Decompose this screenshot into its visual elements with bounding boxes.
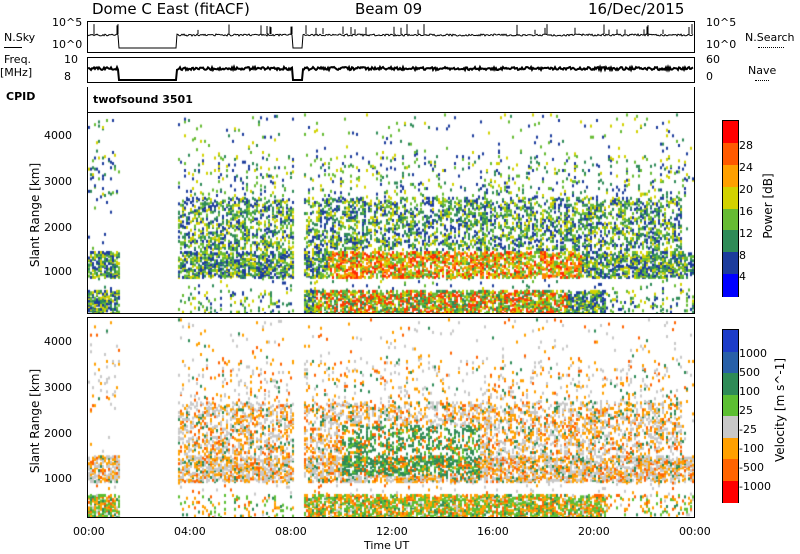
power-cb-label: Power [dB] xyxy=(761,173,775,239)
nave-label: Nave xyxy=(748,64,777,77)
freq-unit: [MHz] xyxy=(0,66,33,79)
velocity-heatmap xyxy=(88,318,694,517)
x-tick: 12:00 xyxy=(376,525,408,538)
power-cb-tick: 28 xyxy=(739,139,753,152)
date-label: 16/Dec/2015 xyxy=(588,0,685,18)
velocity-cb-tick: 500 xyxy=(739,366,760,379)
velocity-ylabel: Slant Range [km] xyxy=(28,368,42,474)
nsearch-label: N.Search xyxy=(745,31,795,44)
power-heatmap xyxy=(88,113,694,313)
velocity-ytick: 4000 xyxy=(44,335,72,348)
colorbar-swatch xyxy=(723,121,738,144)
colorbar-swatch xyxy=(723,186,738,210)
colorbar-swatch xyxy=(723,252,738,275)
colorbar-swatch xyxy=(723,142,738,166)
power-colorbar xyxy=(722,120,739,297)
velocity-ytick: 3000 xyxy=(44,381,72,394)
cpid-value: twofsound 3501 xyxy=(93,93,193,106)
power-cb-tick: 20 xyxy=(739,183,753,196)
freq-label: Freq. xyxy=(4,53,32,66)
velocity-colorbar xyxy=(722,329,739,503)
power-ytick: 1000 xyxy=(44,265,72,278)
power-cb-tick: 4 xyxy=(739,270,746,283)
velocity-ytick: 1000 xyxy=(44,472,72,485)
nsky-label: N.Sky xyxy=(4,31,36,44)
colorbar-swatch xyxy=(723,416,738,439)
cpid-label: CPID xyxy=(6,90,36,103)
power-cb-tick: 16 xyxy=(739,205,753,218)
nsky-trace xyxy=(88,24,694,49)
colorbar-swatch xyxy=(723,373,738,396)
colorbar-swatch xyxy=(723,164,738,188)
x-tick: 04:00 xyxy=(174,525,206,538)
nsky-panel xyxy=(87,21,695,53)
colorbar-swatch xyxy=(723,351,738,374)
power-cb-tick: 12 xyxy=(739,227,753,240)
x-tick: 08:00 xyxy=(275,525,307,538)
colorbar-swatch xyxy=(723,437,738,460)
power-panel xyxy=(87,112,695,314)
velocity-cb-tick: 100 xyxy=(739,385,760,398)
velocity-cb-tick: 25 xyxy=(739,404,753,417)
colorbar-swatch xyxy=(723,230,738,254)
x-tick: 16:00 xyxy=(477,525,509,538)
colorbar-swatch xyxy=(723,330,738,353)
nsky-tick-top: 10^5 xyxy=(52,16,83,29)
power-ylabel: Slant Range [km] xyxy=(28,162,42,268)
colorbar-swatch xyxy=(723,394,738,417)
freq-trace xyxy=(88,64,694,81)
beam-label: Beam 09 xyxy=(355,0,423,18)
x-tick: 00:00 xyxy=(679,525,711,538)
x-tick: 20:00 xyxy=(578,525,610,538)
nsky-line xyxy=(88,33,694,49)
freq-line xyxy=(88,64,694,81)
power-cb-tick: 24 xyxy=(739,161,753,174)
x-tick: 00:00 xyxy=(73,525,105,538)
power-ytick: 4000 xyxy=(44,129,72,142)
nave-legend-line xyxy=(755,80,769,81)
velocity-cb-tick: -1000 xyxy=(739,480,771,493)
nave-tick-bottom: 0 xyxy=(706,70,713,83)
colorbar-swatch xyxy=(723,459,738,482)
freq-tick-bottom: 8 xyxy=(64,70,71,83)
freq-panel xyxy=(87,57,695,83)
freq-tick-top: 10 xyxy=(64,53,78,66)
velocity-ytick: 2000 xyxy=(44,427,72,440)
colorbar-swatch xyxy=(723,208,738,232)
plot-title: Dome C East (fitACF) xyxy=(92,0,250,18)
nsearch-legend-line xyxy=(758,47,784,48)
nsky-tick-bottom: 10^0 xyxy=(52,38,83,51)
x-axis-label: Time UT xyxy=(364,539,410,552)
velocity-cb-tick: -100 xyxy=(739,442,764,455)
colorbar-swatch xyxy=(723,480,738,503)
nsearch-tick-top: 10^5 xyxy=(706,16,737,29)
nsky-legend-line xyxy=(4,47,22,48)
power-cb-tick: 8 xyxy=(739,249,746,262)
velocity-cb-label: Velocity [m s^-1] xyxy=(773,357,787,462)
colorbar-swatch xyxy=(723,274,738,297)
velocity-cb-tick: 1000 xyxy=(739,347,767,360)
power-ytick: 2000 xyxy=(44,221,72,234)
velocity-cb-tick: -25 xyxy=(739,423,757,436)
velocity-panel xyxy=(87,317,695,518)
nsearch-tick-bottom: 10^0 xyxy=(706,38,737,51)
nave-tick-top: 60 xyxy=(706,53,720,66)
velocity-cb-tick: -500 xyxy=(739,461,764,474)
cpid-panel xyxy=(87,87,695,113)
power-ytick: 3000 xyxy=(44,175,72,188)
